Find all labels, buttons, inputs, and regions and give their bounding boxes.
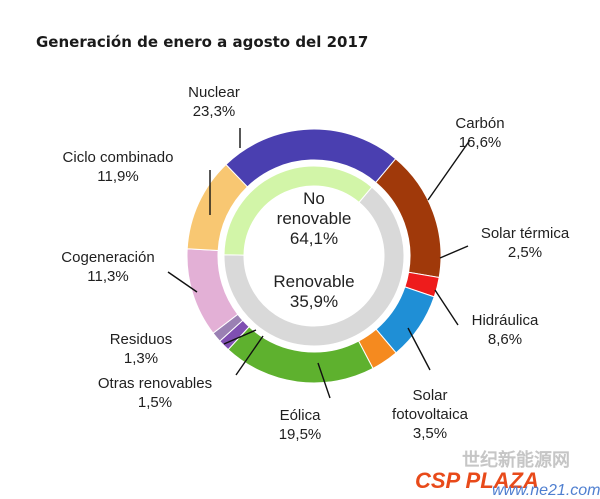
leader-line-solar-fotovoltaica <box>407 327 431 371</box>
label-eolica: Eólica <box>280 407 322 424</box>
value-label-ciclo-combinado: 11,9% <box>97 168 138 185</box>
leader-line-hidraulica <box>434 289 459 326</box>
value-label-otras-renovables: 1,5% <box>138 394 172 411</box>
value-label-carbon: 16,6% <box>459 134 502 151</box>
leader-line-eolica <box>317 362 331 399</box>
chart-title: Generación de enero a agosto del 2017 <box>36 33 369 51</box>
value-label-solar-fotovoltaica: 3,5% <box>413 425 447 442</box>
label-solar-fotovoltaica: Solar <box>412 387 447 404</box>
leader-line-carbon <box>427 139 471 201</box>
watermark-chinese: 世纪新能源网 <box>462 449 570 470</box>
center-value-no-renovable: 64,1% <box>290 229 338 248</box>
label-hidraulica: Hidráulica <box>472 312 539 329</box>
center-label-no-renovable: renovable <box>277 209 352 228</box>
outer-slice-nuclear <box>225 128 397 188</box>
leader-lines <box>167 128 471 399</box>
outer-labels: Carbón 16,6% Solar térmica 2,5% Hidráulica 8,… <box>61 84 570 443</box>
leader-line-otras-renovables <box>235 335 264 376</box>
center-label-renovable: Renovable <box>273 272 354 291</box>
value-label-residuos: 1,3% <box>124 350 158 367</box>
watermark-url: www.ne21.com <box>492 482 600 499</box>
center-label-no-renovable: No <box>303 189 325 208</box>
value-label-eolica: 19,5% <box>279 426 322 443</box>
label-residuos: Residuos <box>110 331 173 348</box>
label-carbon: Carbón <box>455 115 504 132</box>
value-label-nuclear: 23,3% <box>193 103 236 120</box>
inner-slice-no-renovable <box>223 186 405 347</box>
label-otras-renovables: Otras renovables <box>98 375 212 392</box>
leader-line-residuos <box>223 329 257 345</box>
value-label-solar-termica: 2,5% <box>508 244 542 261</box>
label-solar-fotovoltaica: fotovoltaica <box>392 406 469 423</box>
center-value-renovable: 35,9% <box>290 292 338 311</box>
label-cogeneracion: Cogeneración <box>61 249 154 266</box>
inner-ring <box>223 165 405 347</box>
value-label-hidraulica: 8,6% <box>488 331 522 348</box>
value-label-cogeneracion: 11,3% <box>87 268 128 285</box>
leader-line-cogeneracion <box>167 271 198 293</box>
outer-ring <box>186 128 442 384</box>
leader-line-solar-termica <box>439 245 469 259</box>
inner-slice-renovable <box>223 165 373 256</box>
watermark-logo-text: CSP PLAZA <box>415 468 539 493</box>
label-ciclo-combinado: Ciclo combinado <box>63 149 174 166</box>
label-solar-termica: Solar térmica <box>481 225 570 242</box>
label-nuclear: Nuclear <box>188 84 240 101</box>
